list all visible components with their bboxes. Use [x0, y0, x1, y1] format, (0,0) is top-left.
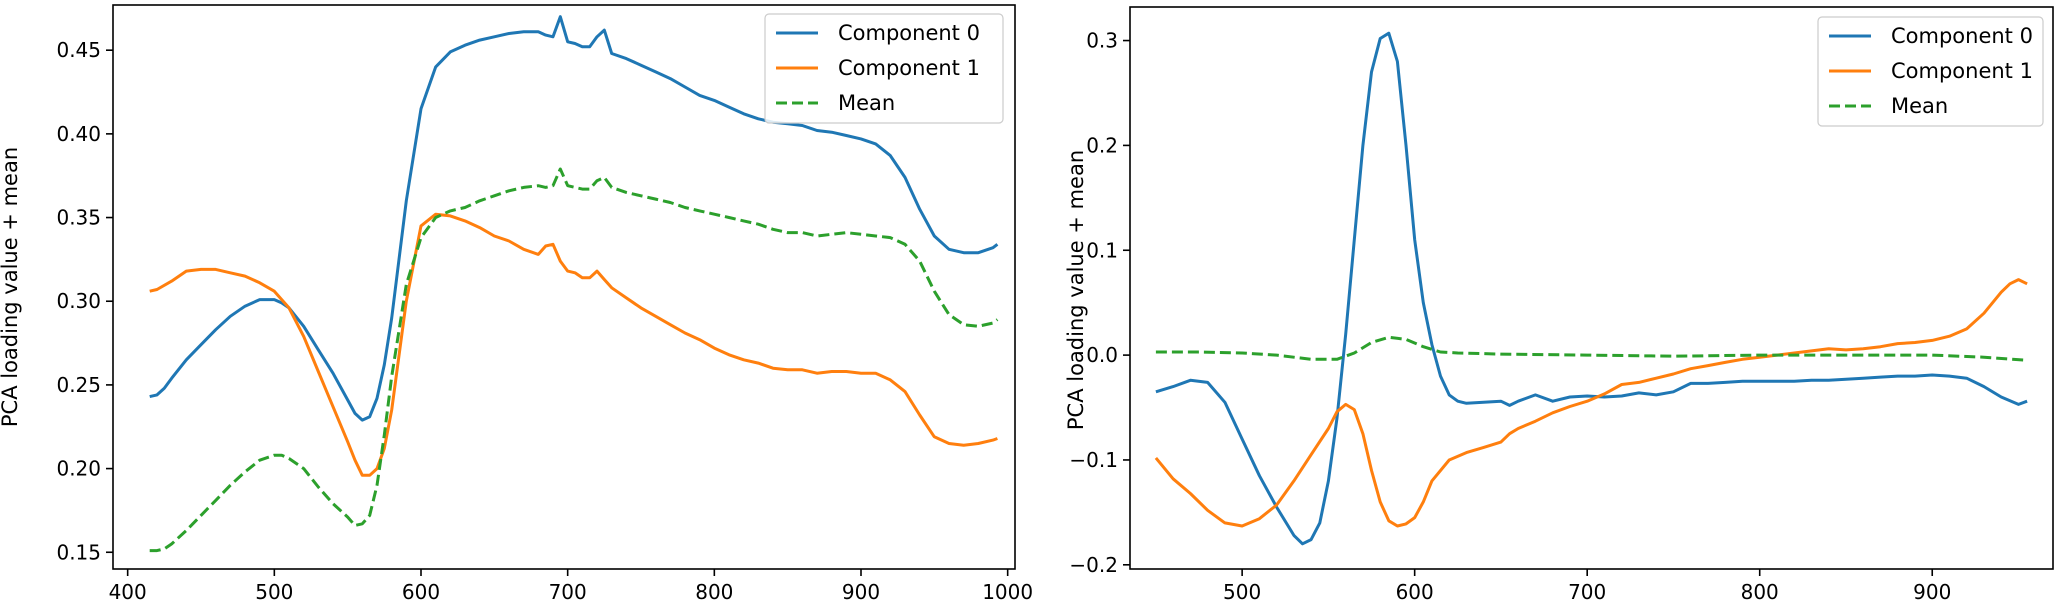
chart-right-series-component-0-line [1155, 31, 2028, 546]
chart-left-x-tick-label: 400 [109, 580, 147, 604]
chart-left-x-tick-label: 900 [842, 580, 880, 604]
chart-left-x-tick-label: 500 [255, 580, 293, 604]
chart-left-y-tick-label: 0.35 [56, 206, 101, 230]
chart-right-y-tick-label: −0.1 [1069, 448, 1118, 472]
chart-right-legend-label: Component 1 [1891, 59, 2033, 83]
chart-right-legend-label: Component 0 [1891, 24, 2033, 48]
chart-right-series [1154, 31, 2028, 546]
chart-right-series-component-1-line [1154, 278, 2028, 528]
chart-left-y-tick-label: 0.45 [56, 38, 101, 62]
chart-right-y-tick-label: 0.2 [1086, 133, 1118, 157]
chart-left-y-tick-label: 0.20 [56, 457, 101, 481]
chart-right-y-tick-label: 0.0 [1086, 343, 1118, 367]
chart-left-y-tick-label: 0.25 [56, 373, 101, 397]
chart-left-x-tick-label: 800 [695, 580, 733, 604]
chart-right-x-tick-label: 800 [1741, 580, 1779, 604]
chart-right-series-mean-line [1155, 335, 2028, 362]
chart-right-x-ticks: 500 600 700 800 900 [1223, 569, 1951, 604]
chart-left-y-ticks: 0.15 0.20 0.25 0.30 0.35 0.40 0.45 [56, 38, 113, 564]
chart-left-plot-area: 400 500 600 700 800 900 1000 0.150.200.250.300… [56, 4, 1033, 604]
chart-right-x-tick-label: 900 [1913, 580, 1951, 604]
chart-left-x-tick-label: 1000 [982, 580, 1033, 604]
chart-right-x-tick-label: 600 [1396, 580, 1434, 604]
chart-left-y-tick-label: 0.30 [56, 289, 101, 313]
chart-right-y-axis-label: PCA loading value + mean [1064, 150, 1088, 430]
chart-left-y-tick-label: 0.15 [56, 540, 101, 564]
chart-right-x-tick-label: 700 [1568, 580, 1606, 604]
chart-left-legend: Component 0 Component 1 Mean [764, 13, 1004, 124]
chart-left-x-ticks: 400 500 600 700 800 900 1000 [109, 569, 1033, 604]
chart-left-y-axis-label: PCA loading value + mean [0, 147, 22, 427]
chart-left-legend-label: Component 0 [838, 21, 980, 45]
chart-right-y-tick-label: 0.3 [1086, 29, 1118, 53]
chart-right-x-tick-label: 500 [1223, 580, 1261, 604]
chart-left-legend-label: Mean [838, 91, 895, 115]
chart-right: 500 600 700 800 900 −0.2 −0.1 0.0 0.1 0.2 0.3 PCA… [1064, 6, 2054, 604]
chart-left-series [149, 15, 999, 553]
chart-left-y-tick-label: 0.40 [56, 122, 101, 146]
chart-right-legend: Component 0 Component 1 Mean [1817, 16, 2044, 127]
chart-left-legend-box [764, 13, 1004, 124]
chart-right-legend-label: Mean [1891, 94, 1948, 118]
chart-right-plot-area: 500 600 700 800 900 −0.2 −0.1 0.0 0.1 0.2 0.3 [1069, 6, 2054, 604]
chart-left-series-component-1-line [149, 212, 998, 477]
chart-left-legend-label: Component 1 [838, 56, 980, 80]
chart-left-axes-frame [112, 4, 1016, 570]
chart-left-series-mean-line [149, 167, 999, 553]
chart-left-x-tick-label: 700 [549, 580, 587, 604]
chart-right-y-tick-label: −0.2 [1069, 553, 1118, 577]
chart-left: 400 500 600 700 800 900 1000 0.150.200.250.300… [0, 4, 1033, 604]
chart-right-legend-box [1817, 16, 2044, 127]
chart-left-x-tick-label: 600 [402, 580, 440, 604]
chart-right-y-tick-label: 0.1 [1086, 238, 1118, 262]
chart-right-y-ticks: −0.2 −0.1 0.0 0.1 0.2 0.3 [1069, 29, 1130, 577]
chart-right-axes-frame [1129, 6, 2054, 570]
